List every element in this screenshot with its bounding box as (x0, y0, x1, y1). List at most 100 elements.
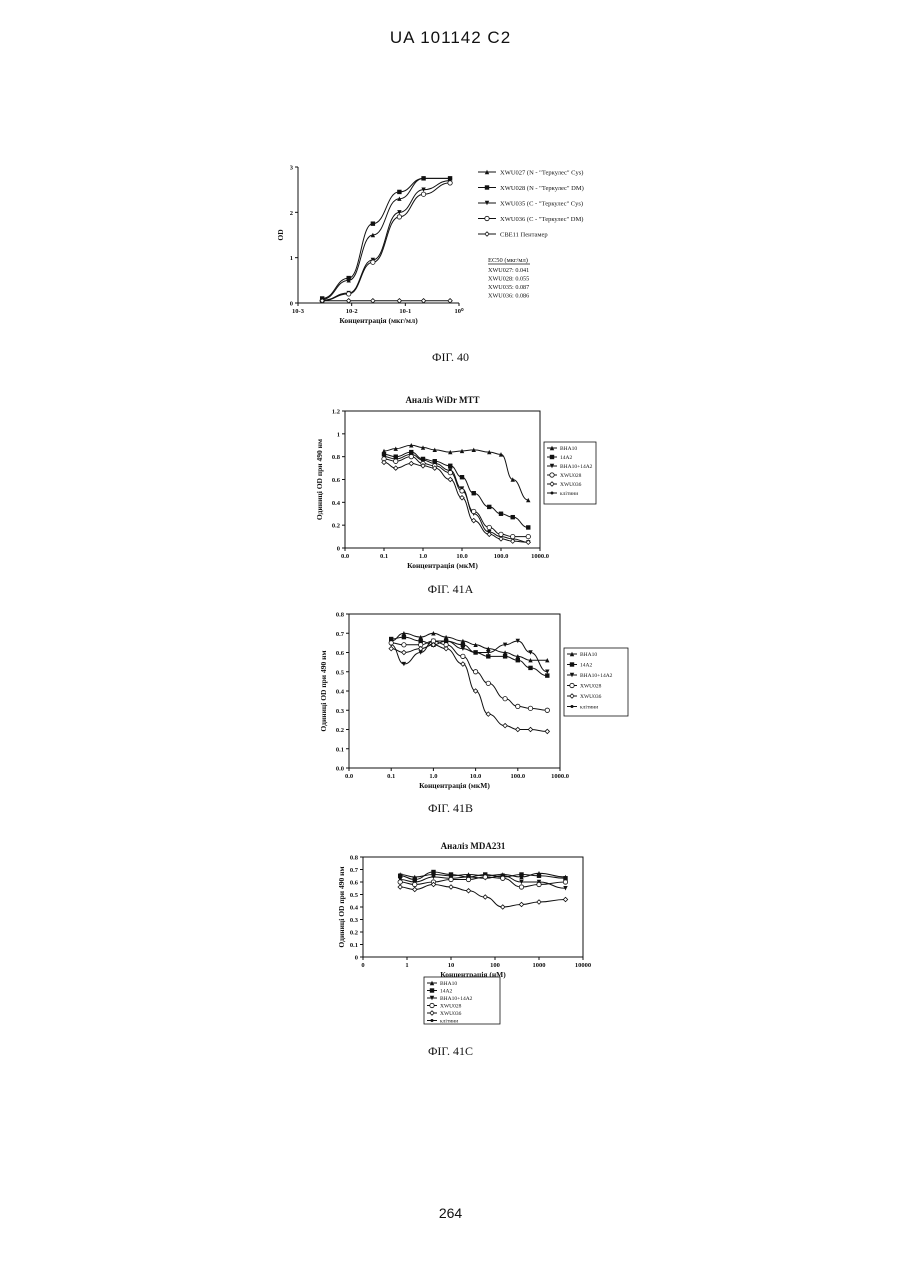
legend-marker (570, 673, 574, 677)
data-point (431, 870, 435, 874)
series-line-0 (384, 445, 528, 500)
data-point (449, 872, 453, 876)
x-tick-label: 10.0 (456, 553, 467, 560)
data-point (449, 874, 453, 878)
data-point (503, 697, 507, 701)
series-line-4 (384, 462, 528, 542)
data-point (503, 650, 507, 654)
y-tick-label: 0.4 (332, 500, 341, 507)
data-point (413, 887, 417, 891)
data-point (448, 468, 452, 472)
data-point (402, 662, 406, 666)
y-tick-label: 0.5 (336, 669, 345, 676)
data-point (448, 181, 452, 185)
data-point (409, 452, 413, 456)
x-tick-label: 100.0 (494, 553, 509, 560)
series-line-1 (400, 872, 565, 880)
chart-title: Аналіз WiDr MTT (405, 395, 479, 405)
x-axis-label: Концентрація (мкМ) (407, 561, 478, 570)
data-point (460, 475, 464, 479)
y-tick-label: 0.6 (350, 880, 359, 887)
data-point (448, 176, 452, 180)
data-point (398, 880, 402, 884)
plot-frame (363, 857, 583, 957)
data-point (545, 670, 549, 674)
plot-frame (345, 411, 540, 548)
data-point (487, 530, 491, 534)
figure-40-caption: ФІГ. 40 (0, 350, 901, 365)
legend: XWU027 (N - "Теркулес" Cys)XWU028 (N - "… (478, 170, 584, 300)
data-point (461, 654, 465, 658)
data-point (421, 176, 425, 180)
data-point (460, 486, 464, 490)
data-point (346, 291, 350, 295)
data-point (418, 643, 422, 647)
legend-marker (570, 683, 574, 687)
data-point (421, 299, 425, 303)
data-point (516, 639, 520, 643)
y-tick-label: 0 (355, 955, 358, 962)
data-point (397, 299, 401, 303)
data-point (433, 466, 437, 470)
x-tick-label: 100 (490, 962, 500, 969)
y-tick-label: 0.2 (332, 523, 340, 530)
data-point (486, 712, 490, 716)
data-point (371, 260, 375, 264)
data-point (431, 639, 435, 643)
data-point (421, 187, 425, 191)
data-point (460, 496, 464, 500)
y-axis-label: OD (276, 229, 285, 241)
x-tick-label: 10000 (575, 962, 591, 969)
series-line-4 (391, 645, 547, 732)
data-point (487, 525, 491, 529)
data-point (397, 215, 401, 219)
data-point (346, 278, 350, 282)
series-line-2 (391, 641, 547, 672)
legend-label: клітини (560, 491, 578, 497)
data-point (487, 532, 491, 536)
chart-2: 0.00.10.20.30.40.50.60.70.80.00.11.010.0… (319, 612, 628, 791)
x-tick-label: 0.0 (345, 773, 353, 780)
data-point (472, 512, 476, 516)
data-point (499, 537, 503, 541)
legend-marker (485, 216, 489, 220)
data-point (461, 646, 465, 650)
series-line-2 (384, 454, 528, 542)
data-point (487, 505, 491, 509)
series-line-0 (322, 178, 450, 299)
legend-marker (485, 170, 489, 174)
data-point (483, 895, 487, 899)
data-point (473, 670, 477, 674)
data-point (346, 292, 350, 296)
data-point (461, 662, 465, 666)
data-point (563, 876, 567, 880)
data-point (398, 877, 402, 881)
data-point (563, 897, 567, 901)
data-point (431, 882, 435, 886)
data-point (563, 886, 567, 890)
data-point (528, 706, 532, 710)
data-point (413, 877, 417, 881)
series-line-1 (322, 178, 450, 298)
series-line-1 (391, 637, 547, 676)
y-tick-label: 3 (290, 165, 294, 172)
y-axis-label: Одиниці OD при 490 нм (315, 439, 324, 520)
legend-marker (571, 705, 574, 708)
data-point (320, 299, 324, 303)
data-point (473, 650, 477, 654)
x-tick-label: 0.0 (341, 553, 349, 560)
y-tick-label: 0.8 (336, 612, 345, 619)
legend-marker (430, 996, 434, 1000)
data-point (382, 460, 386, 464)
data-point (466, 872, 470, 876)
data-point (431, 643, 435, 647)
data-point (511, 515, 515, 519)
data-point (421, 458, 425, 462)
series-line-3 (384, 457, 528, 537)
legend-marker (570, 652, 574, 656)
y-tick-label: 1 (337, 431, 340, 438)
data-point (418, 635, 422, 639)
data-point (418, 650, 422, 654)
x-tick-label: 10-1 (399, 308, 411, 315)
data-point (397, 190, 401, 194)
